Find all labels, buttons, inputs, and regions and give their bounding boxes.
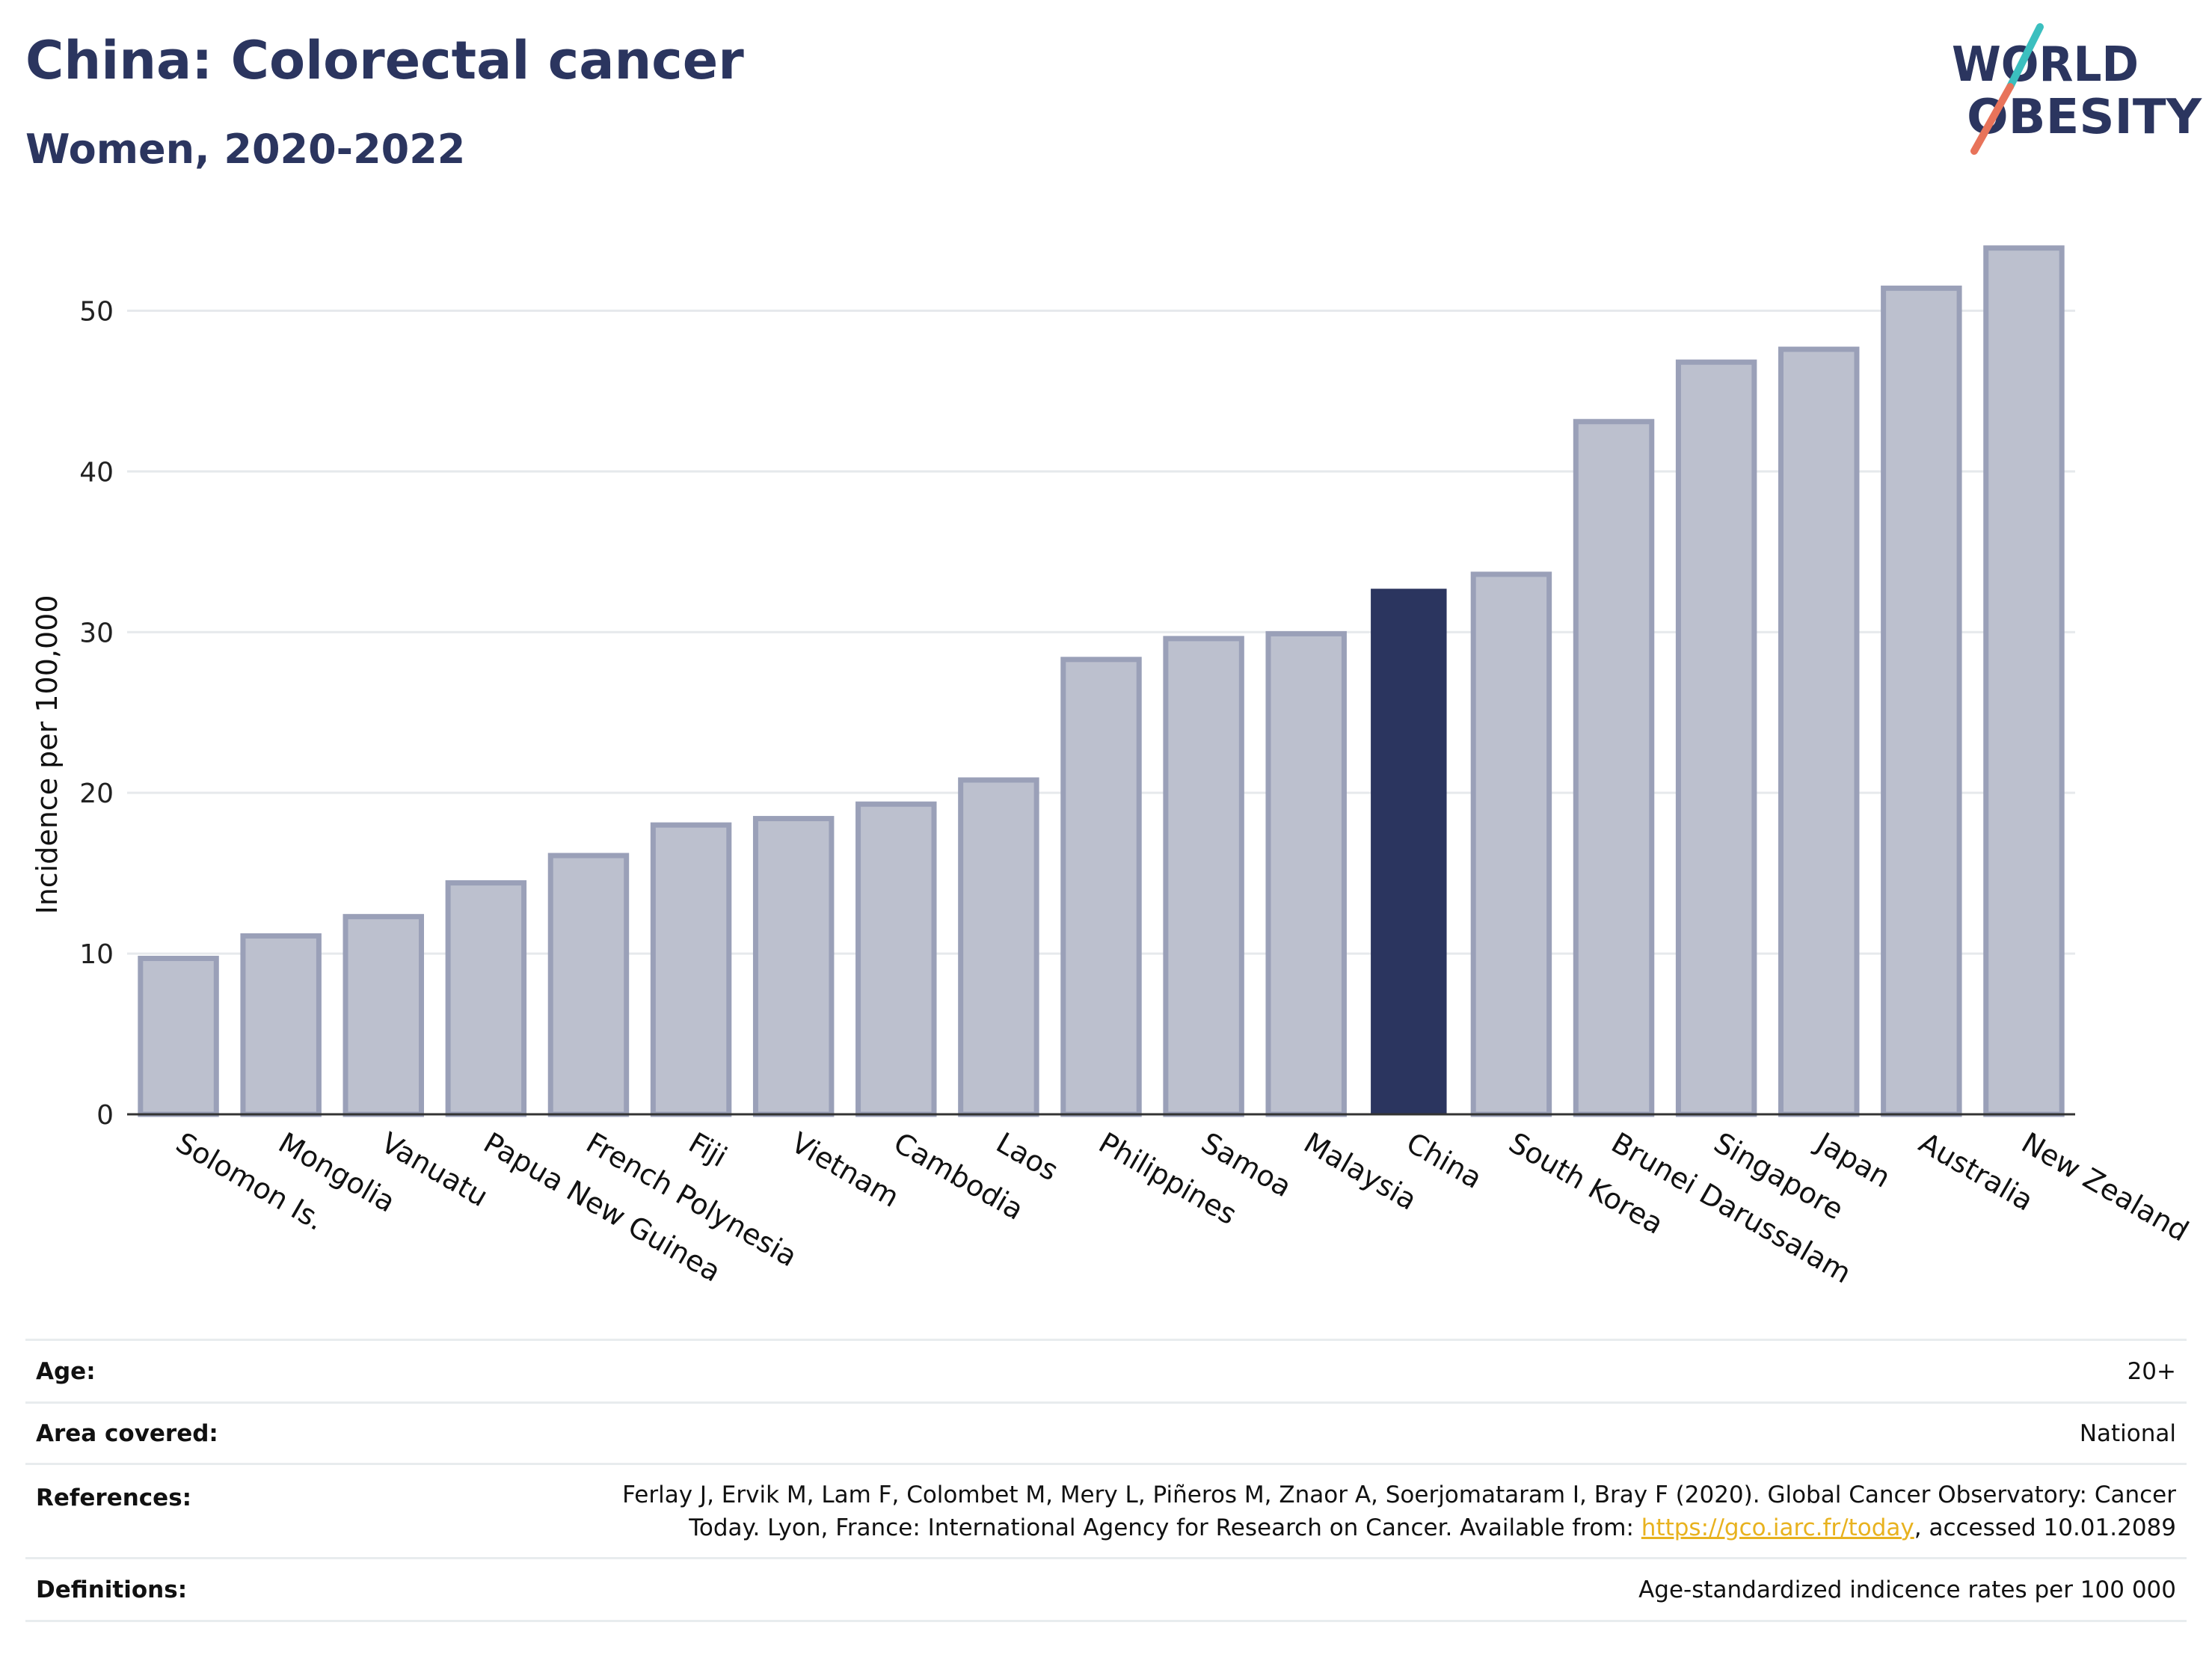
bar-highlight: [1371, 589, 1447, 1114]
bar: [958, 777, 1039, 1117]
bar: [547, 853, 630, 1117]
x-tick-label: New Zealand: [2016, 1126, 2194, 1248]
age-label: Age:: [25, 1339, 420, 1404]
y-axis-title: Incidence per 100,000: [31, 595, 64, 914]
y-axis-ticks: 0 10 20 30 40 50: [79, 296, 114, 1131]
bar: [752, 816, 835, 1117]
info-table: Age: 20+ Area covered: National Referenc…: [25, 1339, 2187, 1622]
bar: [1881, 285, 1962, 1117]
world-obesity-logo: WORLD OBESITY: [1952, 23, 2202, 155]
definitions-label: Definitions:: [25, 1558, 420, 1622]
references-link[interactable]: https://gco.iarc.fr/today: [1641, 1514, 1914, 1541]
x-tick-label: Fiji: [683, 1126, 733, 1173]
references-line2: Today. Lyon, France: International Agenc…: [431, 1511, 2176, 1544]
area-value: National: [420, 1402, 2187, 1465]
info-row-area: Area covered: National: [25, 1402, 2187, 1465]
bar: [1163, 636, 1244, 1117]
definitions-value: Age-standardized indicence rates per 100…: [420, 1558, 2187, 1622]
bar: [1265, 630, 1347, 1117]
bar: [1470, 571, 1552, 1117]
references-label: References:: [25, 1464, 420, 1559]
bar: [240, 933, 322, 1117]
references-value: Ferlay J, Ervik M, Lam F, Colombet M, Me…: [420, 1464, 2187, 1559]
age-value: 20+: [420, 1339, 2187, 1404]
logo-teal-slash: [2006, 23, 2044, 90]
bar: [650, 822, 732, 1117]
bar: [342, 914, 424, 1117]
logo-coral-slash: [1970, 83, 2014, 155]
y-tick-label: 10: [79, 939, 114, 970]
references-line1: Ferlay J, Ervik M, Lam F, Colombet M, Me…: [622, 1481, 2176, 1508]
bar: [1060, 657, 1142, 1117]
x-tick-label: Malaysia: [1298, 1126, 1422, 1217]
logo-line1: WORLD: [1952, 37, 2139, 93]
bar: [855, 801, 937, 1117]
y-tick-label: 0: [96, 1100, 114, 1131]
references-line2-suffix: , accessed 10.01.2089: [1914, 1514, 2176, 1541]
y-tick-label: 40: [79, 457, 114, 488]
bar: [445, 880, 527, 1117]
info-row-references: References: Ferlay J, Ervik M, Lam F, Co…: [25, 1464, 2187, 1559]
x-tick-label: Vietnam: [786, 1126, 905, 1214]
y-tick-label: 50: [79, 296, 114, 327]
chart-subtitle: Women, 2020-2022: [25, 126, 466, 173]
bar: [1983, 245, 2065, 1117]
y-tick-label: 30: [79, 618, 114, 648]
bar: [1675, 359, 1757, 1117]
bar: [1573, 419, 1655, 1117]
bar: [138, 956, 219, 1117]
y-tick-label: 20: [79, 779, 114, 809]
x-tick-label: Laos: [991, 1126, 1064, 1188]
bar: [1778, 346, 1860, 1117]
chart-title: China: Colorectal cancer: [25, 30, 744, 91]
references-line2-text: Today. Lyon, France: International Agenc…: [689, 1514, 1641, 1541]
info-row-age: Age: 20+: [25, 1339, 2187, 1404]
bars: [138, 245, 2065, 1117]
info-row-definitions: Definitions: Age-standardized indicence …: [25, 1558, 2187, 1622]
x-tick-label: Australia: [1914, 1126, 2039, 1218]
bar-chart: 0 10 20 30 40 50 Solomon Is.MongoliaVanuatuPa…: [31, 245, 2194, 1290]
area-label: Area covered:: [25, 1402, 420, 1465]
